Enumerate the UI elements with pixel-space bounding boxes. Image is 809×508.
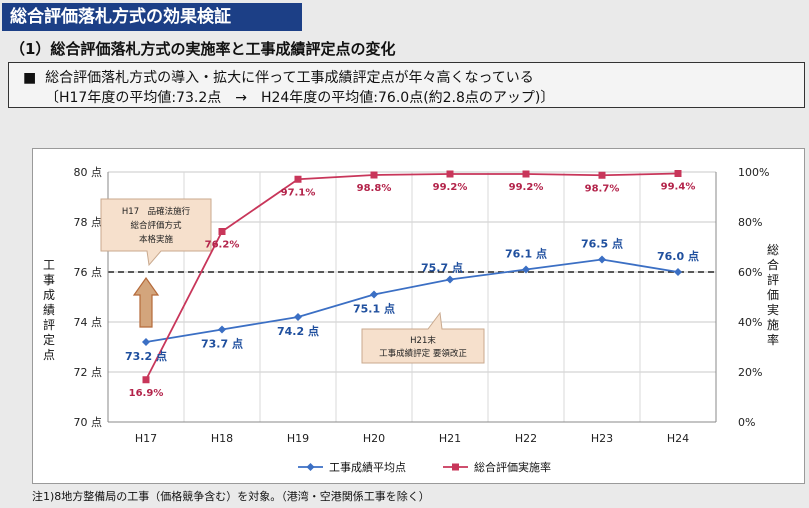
score-point <box>522 265 530 274</box>
left-tick-label: 70 点 <box>74 416 103 429</box>
rate-point <box>446 170 454 178</box>
score-point <box>142 338 150 346</box>
rate-point <box>522 170 530 178</box>
rate-data-label: 16.9% <box>129 388 164 399</box>
score-data-label: 74.2 点 <box>277 324 319 338</box>
score-point <box>674 268 682 276</box>
left-tick-label: 80 点 <box>74 166 103 179</box>
footnote: 注1)8地方整備局の工事（価格競争含む）を対象。（港湾・空港関係工事を除く） <box>32 490 430 503</box>
callout-h17-text: 総合評価方式 <box>130 220 182 231</box>
score-data-label: 75.7 点 <box>421 261 463 275</box>
axis-title-char: 績 <box>43 303 55 317</box>
chart-axes: 70 点 72 点 74 点 76 点 78 点 80 点 0% 20% 40% 60% 80% 10… <box>43 166 779 445</box>
chart-panel: 70 点 72 点 74 点 76 点 78 点 80 点 0% 20% 40% 60% 80% 10… <box>32 148 805 484</box>
rate-point <box>674 170 682 177</box>
axis-title-char: 評 <box>767 272 779 287</box>
score-point <box>218 325 226 334</box>
legend-rate-marker <box>452 463 459 471</box>
score-data-label: 75.1 点 <box>353 302 395 316</box>
score-data-label: 73.7 点 <box>201 337 243 351</box>
x-tick-label: H23 <box>591 432 613 445</box>
x-tick-label: H17 <box>135 432 157 445</box>
page-title: 総合評価落札方式の効果検証 <box>2 3 302 31</box>
right-tick-label: 60% <box>738 266 762 279</box>
callout-h21 <box>361 311 485 364</box>
score-point <box>598 255 606 264</box>
axis-title-char: 評 <box>43 317 55 332</box>
axis-title-char: 価 <box>767 288 779 302</box>
right-axis-title: 総合評価実施率 <box>767 243 779 347</box>
chart-grid <box>107 171 717 423</box>
rate-point <box>370 171 378 179</box>
rate-data-label: 76.2% <box>205 240 240 251</box>
axis-title-char: 事 <box>43 273 55 287</box>
legend-score-marker <box>306 463 315 471</box>
callout-h21-text: H21末 <box>410 335 436 346</box>
rate-data-label: 97.1% <box>281 187 316 198</box>
summary-text-1: 総合評価落札方式の導入・拡大に伴って工事成績評定点が年々高くなっている <box>45 70 534 86</box>
right-tick-label: 100% <box>738 166 769 179</box>
rate-data-label: 99.2% <box>509 182 544 193</box>
x-tick-label: H22 <box>515 432 537 445</box>
axis-title-char: 点 <box>43 348 55 362</box>
up-arrow-icon <box>132 276 160 328</box>
x-tick-label: H20 <box>363 432 385 445</box>
series-line-score <box>145 258 679 343</box>
right-tick-label: 20% <box>738 366 762 379</box>
score-data-label: 73.2 点 <box>125 349 167 363</box>
left-tick-label: 72 点 <box>74 366 103 379</box>
score-data-label: 76.0 点 <box>657 249 699 263</box>
score-data-label: 76.5 点 <box>581 237 623 251</box>
bullet-square-icon: ■ <box>23 70 37 86</box>
x-tick-label: H21 <box>439 432 461 445</box>
axis-title-char: 施 <box>767 318 779 332</box>
section-subtitle: （1）総合評価落札方式の実施率と工事成績評定点の変化 <box>10 40 396 58</box>
right-tick-label: 0% <box>738 416 755 429</box>
rate-data-label: 99.2% <box>433 182 468 193</box>
callout-h17-text: 本格実施 <box>139 234 174 245</box>
axis-title-char: 定 <box>43 332 55 347</box>
rate-data-label: 98.7% <box>585 183 620 194</box>
line-chart: 70 点 72 点 74 点 76 点 78 点 80 点 0% 20% 40% 60% 80% 10… <box>43 166 779 474</box>
score-point <box>446 275 454 284</box>
left-tick-label: 76 点 <box>74 266 103 279</box>
right-tick-label: 40% <box>738 316 762 329</box>
axis-title-char: 合 <box>767 257 779 272</box>
axis-title-char: 実 <box>767 302 779 317</box>
axis-title-char: 成 <box>43 288 55 302</box>
score-point <box>294 313 302 321</box>
chart-legend: 工事成績平均点 総合評価実施率 <box>298 460 551 474</box>
callout-h17 <box>100 198 212 267</box>
summary-box: ■ 総合評価落札方式の導入・拡大に伴って工事成績評定点が年々高くなっている 〔H… <box>8 62 805 108</box>
score-data-label: 76.1 点 <box>505 247 547 261</box>
callout-h21-text: 工事成績評定 要領改正 <box>379 348 467 359</box>
left-axis-title: 工事成績評定点 <box>43 258 55 362</box>
rate-point <box>598 171 606 179</box>
axis-title-char: 工 <box>43 258 55 272</box>
chart-series: 73.2 点 73.7 点 74.2 点 75.1 点 75.7 点 76.1 点 76.5… <box>125 170 699 399</box>
x-tick-label: H24 <box>667 432 689 445</box>
axis-title-char: 総 <box>767 243 779 257</box>
series-line-rate <box>145 172 679 381</box>
summary-line-2: 〔H17年度の平均値:73.2点 → H24年度の平均値:76.0点(約2.8点… <box>45 90 555 106</box>
rate-point <box>218 228 226 235</box>
x-tick-label: H19 <box>287 432 309 445</box>
x-tick-label: H18 <box>211 432 233 445</box>
summary-line-1: ■ 総合評価落札方式の導入・拡大に伴って工事成績評定点が年々高くなっている <box>23 67 534 87</box>
right-tick-label: 80% <box>738 216 762 229</box>
left-tick-label: 74 点 <box>74 316 103 329</box>
rate-point <box>142 376 150 384</box>
score-point <box>370 290 378 299</box>
legend-rate-label: 総合評価実施率 <box>474 460 551 474</box>
rate-point <box>294 175 302 183</box>
callout-h17-text: H17 品確法施行 <box>122 206 191 217</box>
left-tick-label: 78 点 <box>74 216 103 229</box>
axis-title-char: 率 <box>767 332 779 347</box>
legend-score-label: 工事成績平均点 <box>329 460 406 474</box>
rate-data-label: 98.8% <box>357 183 392 194</box>
rate-data-label: 99.4% <box>661 182 696 193</box>
